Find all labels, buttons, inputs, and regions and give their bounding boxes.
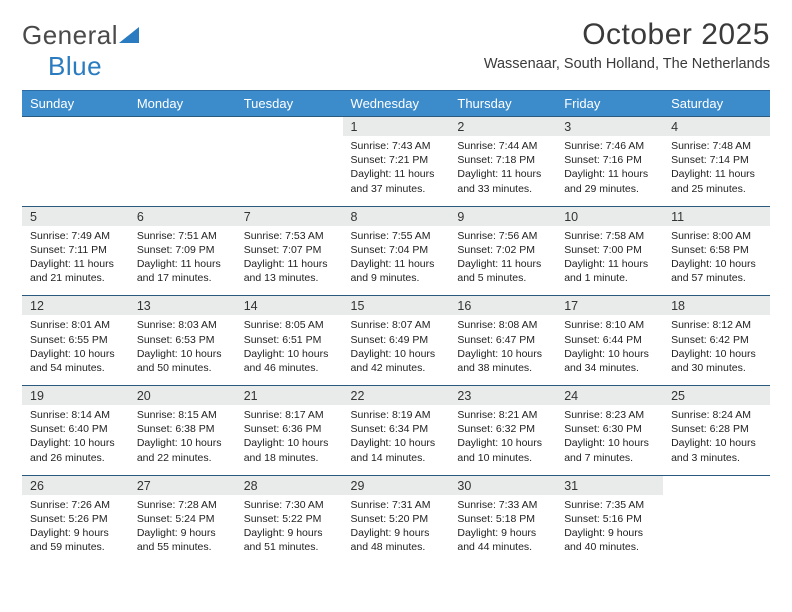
- day-detail-row: Sunrise: 8:01 AMSunset: 6:55 PMDaylight:…: [22, 315, 770, 385]
- day-detail-row: Sunrise: 7:26 AMSunset: 5:26 PMDaylight:…: [22, 495, 770, 565]
- day-detail-cell: Sunrise: 8:10 AMSunset: 6:44 PMDaylight:…: [556, 315, 663, 385]
- day-detail-cell: Sunrise: 8:17 AMSunset: 6:36 PMDaylight:…: [236, 405, 343, 475]
- day-detail-cell: [663, 495, 770, 565]
- day-detail-cell: Sunrise: 7:48 AMSunset: 7:14 PMDaylight:…: [663, 136, 770, 206]
- day-number-cell: 29: [343, 475, 450, 495]
- day-detail-cell: Sunrise: 8:14 AMSunset: 6:40 PMDaylight:…: [22, 405, 129, 475]
- weekday-header: Thursday: [449, 91, 556, 117]
- day-detail-cell: Sunrise: 7:35 AMSunset: 5:16 PMDaylight:…: [556, 495, 663, 565]
- brand-part2: Blue: [48, 51, 102, 81]
- day-detail-cell: [129, 136, 236, 206]
- day-detail-cell: [22, 136, 129, 206]
- day-number-cell: 21: [236, 386, 343, 406]
- calendar-table: SundayMondayTuesdayWednesdayThursdayFrid…: [22, 90, 770, 564]
- weekday-header: Sunday: [22, 91, 129, 117]
- day-detail-cell: Sunrise: 7:26 AMSunset: 5:26 PMDaylight:…: [22, 495, 129, 565]
- day-detail-cell: Sunrise: 8:07 AMSunset: 6:49 PMDaylight:…: [343, 315, 450, 385]
- day-detail-cell: Sunrise: 7:43 AMSunset: 7:21 PMDaylight:…: [343, 136, 450, 206]
- day-number-cell: [129, 117, 236, 137]
- day-number-cell: 31: [556, 475, 663, 495]
- day-number-cell: 19: [22, 386, 129, 406]
- day-number-cell: 26: [22, 475, 129, 495]
- triangle-icon: [119, 25, 143, 45]
- day-detail-cell: Sunrise: 7:33 AMSunset: 5:18 PMDaylight:…: [449, 495, 556, 565]
- day-detail-cell: Sunrise: 7:58 AMSunset: 7:00 PMDaylight:…: [556, 226, 663, 296]
- day-detail-cell: Sunrise: 7:31 AMSunset: 5:20 PMDaylight:…: [343, 495, 450, 565]
- day-number-row: 12131415161718: [22, 296, 770, 316]
- day-number-cell: 22: [343, 386, 450, 406]
- day-number-row: 19202122232425: [22, 386, 770, 406]
- day-number-cell: 20: [129, 386, 236, 406]
- day-number-cell: 9: [449, 206, 556, 226]
- day-number-cell: [22, 117, 129, 137]
- day-detail-row: Sunrise: 8:14 AMSunset: 6:40 PMDaylight:…: [22, 405, 770, 475]
- weekday-header: Monday: [129, 91, 236, 117]
- day-detail-cell: Sunrise: 8:12 AMSunset: 6:42 PMDaylight:…: [663, 315, 770, 385]
- day-number-cell: 17: [556, 296, 663, 316]
- day-detail-cell: Sunrise: 8:00 AMSunset: 6:58 PMDaylight:…: [663, 226, 770, 296]
- day-number-row: 567891011: [22, 206, 770, 226]
- page-header: GeneralBlue October 2025 Wassenaar, Sout…: [22, 18, 770, 82]
- day-detail-cell: Sunrise: 7:55 AMSunset: 7:04 PMDaylight:…: [343, 226, 450, 296]
- title-block: October 2025 Wassenaar, South Holland, T…: [484, 18, 770, 72]
- weekday-header: Tuesday: [236, 91, 343, 117]
- brand-part1: General: [22, 20, 118, 50]
- day-detail-cell: Sunrise: 7:56 AMSunset: 7:02 PMDaylight:…: [449, 226, 556, 296]
- day-detail-cell: Sunrise: 8:05 AMSunset: 6:51 PMDaylight:…: [236, 315, 343, 385]
- day-number-cell: 7: [236, 206, 343, 226]
- day-number-row: 262728293031: [22, 475, 770, 495]
- day-number-cell: 27: [129, 475, 236, 495]
- day-number-cell: 10: [556, 206, 663, 226]
- day-number-cell: 16: [449, 296, 556, 316]
- brand-text: GeneralBlue: [22, 20, 144, 82]
- day-detail-cell: [236, 136, 343, 206]
- month-title: October 2025: [484, 18, 770, 52]
- day-number-row: 1234: [22, 117, 770, 137]
- day-detail-cell: Sunrise: 8:01 AMSunset: 6:55 PMDaylight:…: [22, 315, 129, 385]
- day-number-cell: 5: [22, 206, 129, 226]
- day-detail-cell: Sunrise: 7:53 AMSunset: 7:07 PMDaylight:…: [236, 226, 343, 296]
- day-number-cell: 14: [236, 296, 343, 316]
- day-detail-cell: Sunrise: 8:08 AMSunset: 6:47 PMDaylight:…: [449, 315, 556, 385]
- day-detail-cell: Sunrise: 7:30 AMSunset: 5:22 PMDaylight:…: [236, 495, 343, 565]
- day-detail-row: Sunrise: 7:49 AMSunset: 7:11 PMDaylight:…: [22, 226, 770, 296]
- day-detail-cell: Sunrise: 8:15 AMSunset: 6:38 PMDaylight:…: [129, 405, 236, 475]
- calendar-header-row: SundayMondayTuesdayWednesdayThursdayFrid…: [22, 91, 770, 117]
- day-number-cell: 6: [129, 206, 236, 226]
- day-detail-cell: Sunrise: 8:23 AMSunset: 6:30 PMDaylight:…: [556, 405, 663, 475]
- day-number-cell: 24: [556, 386, 663, 406]
- day-detail-cell: Sunrise: 7:51 AMSunset: 7:09 PMDaylight:…: [129, 226, 236, 296]
- day-number-cell: 18: [663, 296, 770, 316]
- calendar-page: GeneralBlue October 2025 Wassenaar, Sout…: [0, 0, 792, 582]
- weekday-header: Saturday: [663, 91, 770, 117]
- day-detail-cell: Sunrise: 8:21 AMSunset: 6:32 PMDaylight:…: [449, 405, 556, 475]
- day-detail-cell: Sunrise: 7:44 AMSunset: 7:18 PMDaylight:…: [449, 136, 556, 206]
- day-number-cell: 1: [343, 117, 450, 137]
- day-number-cell: 28: [236, 475, 343, 495]
- day-detail-cell: Sunrise: 7:46 AMSunset: 7:16 PMDaylight:…: [556, 136, 663, 206]
- day-number-cell: [236, 117, 343, 137]
- day-detail-cell: Sunrise: 7:49 AMSunset: 7:11 PMDaylight:…: [22, 226, 129, 296]
- day-number-cell: 8: [343, 206, 450, 226]
- day-number-cell: 30: [449, 475, 556, 495]
- day-number-cell: 23: [449, 386, 556, 406]
- day-number-cell: 11: [663, 206, 770, 226]
- location-text: Wassenaar, South Holland, The Netherland…: [484, 56, 770, 72]
- day-number-cell: 4: [663, 117, 770, 137]
- day-number-cell: 3: [556, 117, 663, 137]
- day-number-cell: 25: [663, 386, 770, 406]
- day-detail-cell: Sunrise: 8:24 AMSunset: 6:28 PMDaylight:…: [663, 405, 770, 475]
- day-detail-cell: Sunrise: 7:28 AMSunset: 5:24 PMDaylight:…: [129, 495, 236, 565]
- day-detail-cell: Sunrise: 8:03 AMSunset: 6:53 PMDaylight:…: [129, 315, 236, 385]
- day-number-cell: [663, 475, 770, 495]
- day-detail-row: Sunrise: 7:43 AMSunset: 7:21 PMDaylight:…: [22, 136, 770, 206]
- weekday-header: Wednesday: [343, 91, 450, 117]
- brand-logo: GeneralBlue: [22, 20, 144, 82]
- weekday-header: Friday: [556, 91, 663, 117]
- day-number-cell: 2: [449, 117, 556, 137]
- day-detail-cell: Sunrise: 8:19 AMSunset: 6:34 PMDaylight:…: [343, 405, 450, 475]
- day-number-cell: 12: [22, 296, 129, 316]
- day-number-cell: 13: [129, 296, 236, 316]
- day-number-cell: 15: [343, 296, 450, 316]
